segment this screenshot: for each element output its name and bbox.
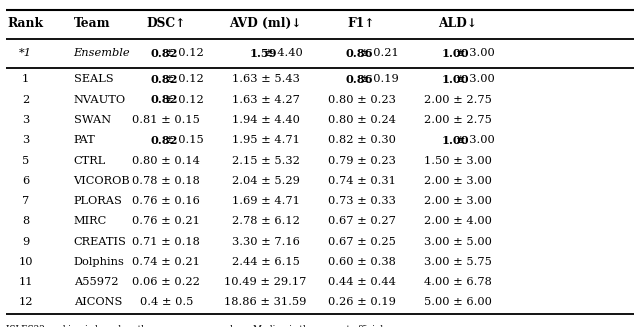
Text: ± 0.12: ± 0.12 — [164, 48, 204, 59]
Text: 1.00: 1.00 — [441, 74, 469, 85]
Text: ± 3.00: ± 3.00 — [456, 48, 495, 59]
Text: 10.49 ± 29.17: 10.49 ± 29.17 — [225, 277, 307, 287]
Text: 0.76 ± 0.16: 0.76 ± 0.16 — [132, 196, 200, 206]
Text: 1.63 ± 5.43: 1.63 ± 5.43 — [232, 75, 300, 84]
Text: 0.80 ± 0.24: 0.80 ± 0.24 — [328, 115, 396, 125]
Text: 0.76 ± 0.21: 0.76 ± 0.21 — [132, 216, 200, 226]
Text: ± 3.00: ± 3.00 — [456, 75, 495, 84]
Text: 12: 12 — [19, 298, 33, 307]
Text: ± 0.15: ± 0.15 — [164, 135, 204, 145]
Text: 2.00 ± 2.75: 2.00 ± 2.75 — [424, 115, 492, 125]
Text: 0.74 ± 0.31: 0.74 ± 0.31 — [328, 176, 396, 186]
Text: 0.44 ± 0.44: 0.44 ± 0.44 — [328, 277, 396, 287]
Text: 1.00: 1.00 — [441, 48, 469, 59]
Text: 2.44 ± 6.15: 2.44 ± 6.15 — [232, 257, 300, 267]
Text: 0.06 ± 0.22: 0.06 ± 0.22 — [132, 277, 200, 287]
Text: 2.04 ± 5.29: 2.04 ± 5.29 — [232, 176, 300, 186]
Text: 0.82: 0.82 — [150, 94, 177, 105]
Text: 0.82: 0.82 — [150, 74, 177, 85]
Text: 3: 3 — [22, 115, 29, 125]
Text: 0.67 ± 0.27: 0.67 ± 0.27 — [328, 216, 396, 226]
Text: ± 0.12: ± 0.12 — [164, 75, 204, 84]
Text: 7: 7 — [22, 196, 29, 206]
Text: 8: 8 — [22, 216, 29, 226]
Text: 1.50 ± 3.00: 1.50 ± 3.00 — [424, 156, 492, 165]
Text: DSC↑: DSC↑ — [147, 17, 186, 30]
Text: AICONS: AICONS — [74, 298, 122, 307]
Text: 0.71 ± 0.18: 0.71 ± 0.18 — [132, 237, 200, 247]
Text: 0.79 ± 0.23: 0.79 ± 0.23 — [328, 156, 396, 165]
Text: 0.80 ± 0.23: 0.80 ± 0.23 — [328, 95, 396, 105]
Text: ± 4.40: ± 4.40 — [264, 48, 303, 59]
Text: VICOROB: VICOROB — [74, 176, 131, 186]
Text: 0.82: 0.82 — [150, 135, 177, 146]
Text: 2.00 ± 4.00: 2.00 ± 4.00 — [424, 216, 492, 226]
Text: Ensemble: Ensemble — [74, 48, 130, 59]
Text: ± 0.21: ± 0.21 — [360, 48, 399, 59]
Text: 18.86 ± 31.59: 18.86 ± 31.59 — [225, 298, 307, 307]
Text: 0.82: 0.82 — [150, 48, 177, 59]
Text: 6: 6 — [22, 176, 29, 186]
Text: 1: 1 — [22, 75, 29, 84]
Text: SEALS: SEALS — [74, 75, 113, 84]
Text: 1.69 ± 4.71: 1.69 ± 4.71 — [232, 196, 300, 206]
Text: CTRL: CTRL — [74, 156, 106, 165]
Text: AVD (ml)↓: AVD (ml)↓ — [229, 17, 302, 30]
Text: F1↑: F1↑ — [348, 17, 375, 30]
Text: 0.81 ± 0.15: 0.81 ± 0.15 — [132, 115, 200, 125]
Text: 0.78 ± 0.18: 0.78 ± 0.18 — [132, 176, 200, 186]
Text: 2.00 ± 3.00: 2.00 ± 3.00 — [424, 196, 492, 206]
Text: ALD↓: ALD↓ — [438, 17, 477, 30]
Text: 5.00 ± 6.00: 5.00 ± 6.00 — [424, 298, 492, 307]
Text: 0.4 ± 0.5: 0.4 ± 0.5 — [140, 298, 193, 307]
Text: 1.94 ± 4.40: 1.94 ± 4.40 — [232, 115, 300, 125]
Text: 0.82 ± 0.30: 0.82 ± 0.30 — [328, 135, 396, 145]
Text: PLORAS: PLORAS — [74, 196, 122, 206]
Text: 9: 9 — [22, 237, 29, 247]
Text: 0.86: 0.86 — [345, 74, 372, 85]
Text: ± 3.00: ± 3.00 — [456, 135, 495, 145]
Text: 2.78 ± 6.12: 2.78 ± 6.12 — [232, 216, 300, 226]
Text: Team: Team — [74, 17, 110, 30]
Text: 2: 2 — [22, 95, 29, 105]
Text: 4.00 ± 6.78: 4.00 ± 6.78 — [424, 277, 492, 287]
Text: NVAUTO: NVAUTO — [74, 95, 125, 105]
Text: PAT: PAT — [74, 135, 95, 145]
Text: 10: 10 — [19, 257, 33, 267]
Text: 3.00 ± 5.00: 3.00 ± 5.00 — [424, 237, 492, 247]
Text: 2.00 ± 2.75: 2.00 ± 2.75 — [424, 95, 492, 105]
Text: 0.26 ± 0.19: 0.26 ± 0.19 — [328, 298, 396, 307]
Text: 11: 11 — [19, 277, 33, 287]
Text: 0.73 ± 0.33: 0.73 ± 0.33 — [328, 196, 396, 206]
Text: 3.00 ± 5.75: 3.00 ± 5.75 — [424, 257, 492, 267]
Text: 1.63 ± 4.27: 1.63 ± 4.27 — [232, 95, 300, 105]
Text: 0.86: 0.86 — [345, 48, 372, 59]
Text: 3: 3 — [22, 135, 29, 145]
Text: *1: *1 — [19, 48, 32, 59]
Text: 1.00: 1.00 — [441, 135, 469, 146]
Text: 0.67 ± 0.25: 0.67 ± 0.25 — [328, 237, 396, 247]
Text: 3.30 ± 7.16: 3.30 ± 7.16 — [232, 237, 300, 247]
Text: A55972: A55972 — [74, 277, 118, 287]
Text: 0.80 ± 0.14: 0.80 ± 0.14 — [132, 156, 200, 165]
Text: SWAN: SWAN — [74, 115, 111, 125]
Text: 2.15 ± 5.32: 2.15 ± 5.32 — [232, 156, 300, 165]
Text: 0.74 ± 0.21: 0.74 ± 0.21 — [132, 257, 200, 267]
Text: ISLES22 ranking is based on the average score, where Median is the current offic: ISLES22 ranking is based on the average … — [6, 325, 383, 327]
Text: Rank: Rank — [8, 17, 44, 30]
Text: 2.00 ± 3.00: 2.00 ± 3.00 — [424, 176, 492, 186]
Text: 5: 5 — [22, 156, 29, 165]
Text: Dolphins: Dolphins — [74, 257, 124, 267]
Text: CREATIS: CREATIS — [74, 237, 127, 247]
Text: MIRC: MIRC — [74, 216, 107, 226]
Text: ± 0.12: ± 0.12 — [164, 95, 204, 105]
Text: 1.95 ± 4.71: 1.95 ± 4.71 — [232, 135, 300, 145]
Text: 0.60 ± 0.38: 0.60 ± 0.38 — [328, 257, 396, 267]
Text: 1.59: 1.59 — [249, 48, 276, 59]
Text: ± 0.19: ± 0.19 — [360, 75, 399, 84]
